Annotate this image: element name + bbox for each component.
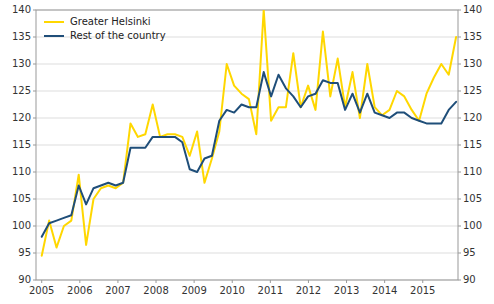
y-tick-label: 90 — [18, 274, 31, 285]
y-tick — [33, 37, 36, 38]
y-tick-label: 95 — [18, 247, 31, 258]
x-tick — [156, 280, 157, 283]
y2-tick — [458, 118, 461, 119]
y2-tick — [458, 280, 461, 281]
x-tick — [384, 280, 385, 283]
y2-tick — [458, 145, 461, 146]
y2-tick-label: 105 — [463, 193, 482, 204]
lines — [42, 10, 456, 256]
y2-tick — [458, 172, 461, 173]
y-tick-label: 130 — [12, 58, 31, 69]
y-tick-label: 100 — [12, 220, 31, 231]
legend-swatch — [44, 21, 64, 23]
y2-tick-label: 115 — [463, 139, 482, 150]
x-axis: 2005 2006 2007 2008 2009 2010 2011 2012 2013 2014… — [29, 280, 435, 296]
y-tick-label: 110 — [12, 166, 31, 177]
x-tick-label: 2008 — [143, 285, 168, 296]
legend-label: Rest of the country — [70, 30, 166, 41]
x-tick — [117, 280, 118, 283]
y-tick — [33, 226, 36, 227]
y-tick-label: 115 — [12, 139, 31, 150]
grid-line — [36, 253, 458, 254]
grid-line — [36, 91, 458, 92]
x-tick — [422, 280, 423, 283]
y2-tick — [458, 10, 461, 11]
y2-tick-label: 95 — [463, 247, 476, 258]
grid — [36, 10, 458, 280]
plot-frame — [36, 10, 458, 280]
x-tick — [270, 280, 271, 283]
y2-tick-label: 135 — [463, 31, 482, 42]
y2-axis: 90 95 100 105 110 115 120 125 130 135 140 — [458, 4, 482, 285]
y2-tick-label: 125 — [463, 85, 482, 96]
y-tick-label: 140 — [12, 4, 31, 15]
legend: Greater Helsinki Rest of the country — [44, 16, 166, 41]
y2-tick — [458, 226, 461, 227]
x-tick — [308, 280, 309, 283]
grid-line — [36, 118, 458, 119]
y-axis: 90 95 100 105 110 115 120 125 130 135 140 — [12, 4, 36, 285]
chart: 90 95 100 105 110 115 120 125 130 135 140 90 95 100 10… — [0, 0, 494, 304]
y-tick — [33, 10, 36, 11]
y-tick-label: 125 — [12, 85, 31, 96]
grid-line — [36, 145, 458, 146]
grid-line — [36, 64, 458, 65]
y-tick-label: 105 — [12, 193, 31, 204]
y2-tick — [458, 64, 461, 65]
grid-line — [36, 199, 458, 200]
y2-tick-label: 100 — [463, 220, 482, 231]
x-tick-label: 2014 — [372, 285, 397, 296]
y2-tick — [458, 253, 461, 254]
y2-tick — [458, 91, 461, 92]
x-tick-label: 2009 — [181, 285, 206, 296]
y2-tick-label: 130 — [463, 58, 482, 69]
grid-line — [36, 172, 458, 173]
y-tick — [33, 280, 36, 281]
series-line — [42, 10, 456, 256]
x-tick-label: 2015 — [410, 285, 435, 296]
y2-tick-label: 90 — [463, 274, 476, 285]
x-tick-label: 2006 — [67, 285, 92, 296]
x-tick-label: 2012 — [296, 285, 321, 296]
y-tick — [33, 145, 36, 146]
legend-swatch — [44, 35, 64, 37]
y2-tick — [458, 37, 461, 38]
y-tick — [33, 172, 36, 173]
y-tick — [33, 199, 36, 200]
x-tick-label: 2011 — [258, 285, 283, 296]
y-tick-label: 120 — [12, 112, 31, 123]
y-tick — [33, 64, 36, 65]
grid-line — [36, 226, 458, 227]
x-tick — [41, 280, 42, 283]
x-tick — [346, 280, 347, 283]
x-tick-label: 2007 — [105, 285, 130, 296]
y2-tick — [458, 199, 461, 200]
x-tick — [194, 280, 195, 283]
y2-tick-label: 140 — [463, 4, 482, 15]
series-line — [42, 72, 456, 237]
y2-tick-label: 110 — [463, 166, 482, 177]
legend-label: Greater Helsinki — [70, 16, 151, 27]
x-tick-label: 2005 — [29, 285, 54, 296]
y-tick — [33, 253, 36, 254]
x-tick-label: 2013 — [334, 285, 359, 296]
y2-tick-label: 120 — [463, 112, 482, 123]
plot-background — [36, 10, 458, 280]
x-tick-label: 2010 — [220, 285, 245, 296]
x-tick — [232, 280, 233, 283]
x-tick — [79, 280, 80, 283]
y-tick-label: 135 — [12, 31, 31, 42]
y-tick — [33, 91, 36, 92]
y-tick — [33, 118, 36, 119]
